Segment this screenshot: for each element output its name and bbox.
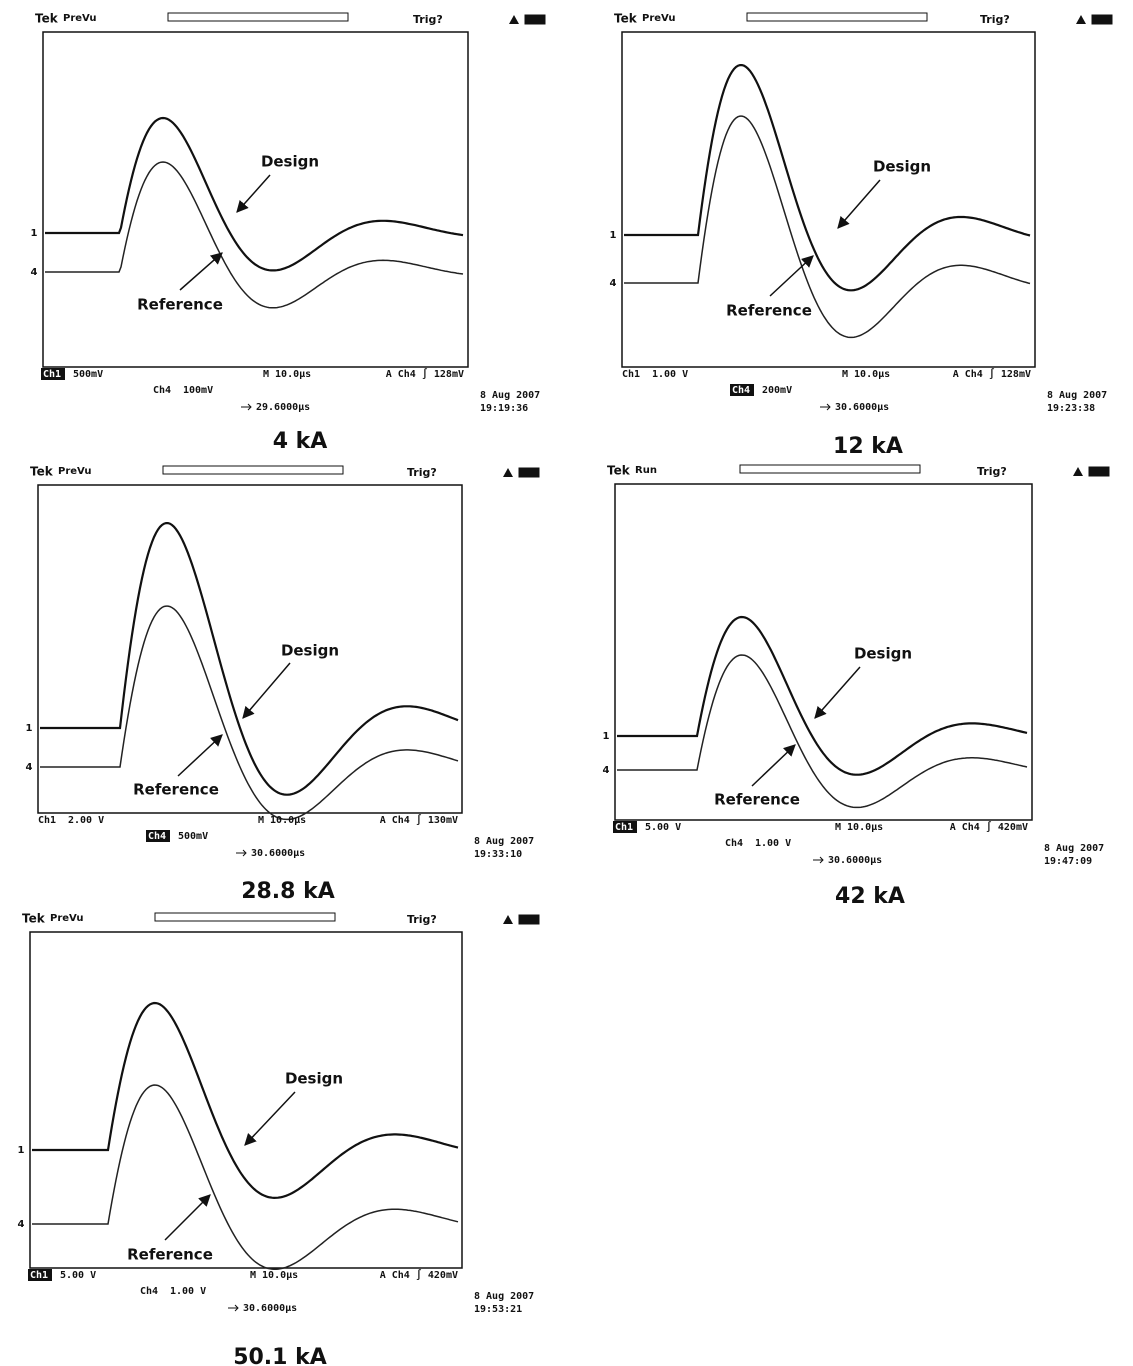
ch4-marker: 4	[603, 765, 610, 776]
brand: Tek	[22, 912, 46, 926]
ch4-label: Ch4	[140, 1286, 158, 1297]
design-label: Design	[285, 1070, 343, 1088]
ch4-label: Ch4	[153, 385, 171, 396]
cursor-readout: 30.6000µs	[251, 848, 305, 859]
date: 8 Aug 2007	[474, 836, 534, 847]
date: 8 Aug 2007	[1044, 843, 1104, 854]
trigger-status: Trig?	[407, 466, 437, 479]
time: 19:33:10	[474, 849, 522, 860]
battery-icon	[1092, 15, 1112, 24]
trigger-setting: A Ch4 ∫ 130mV	[380, 814, 458, 826]
trigger-status: Trig?	[977, 465, 1007, 478]
trigger-setting: A Ch4 ∫ 420mV	[950, 821, 1028, 833]
timebase: M 10.0µs	[250, 1270, 298, 1281]
ch4-marker: 4	[31, 267, 38, 278]
date: 8 Aug 2007	[480, 390, 540, 401]
ch4-scale: 100mV	[183, 385, 213, 396]
ch1-marker: 1	[18, 1145, 25, 1156]
mode: PreVu	[63, 13, 97, 24]
reference-label: Reference	[127, 1246, 213, 1264]
battery-icon	[519, 915, 539, 924]
mode: PreVu	[50, 913, 84, 924]
caption: 50.1 kA	[233, 1345, 327, 1366]
trigger-setting: A Ch4 ∫ 420mV	[380, 1269, 458, 1281]
design-label: Design	[873, 158, 931, 176]
ch1-label: Ch1	[30, 1270, 48, 1281]
battery-icon	[1089, 467, 1109, 476]
reference-label: Reference	[726, 302, 812, 320]
cursor-readout: 30.6000µs	[243, 1303, 297, 1314]
ch1-scale: 5.00 V	[60, 1270, 96, 1281]
ch4-marker: 4	[18, 1219, 25, 1230]
reference-label: Reference	[137, 296, 223, 314]
ch4-scale: 500mV	[178, 831, 208, 842]
scope-screen	[38, 485, 462, 813]
time: 19:53:21	[474, 1304, 522, 1315]
mode: Run	[635, 465, 657, 476]
ch4-scale: 1.00 V	[755, 838, 791, 849]
scope-screen	[30, 932, 462, 1268]
mode: PreVu	[642, 13, 676, 24]
trigger-setting: A Ch4 ∫ 128mV	[386, 368, 464, 380]
ch1-label: Ch1	[615, 822, 633, 833]
ch1-scale: 5.00 V	[645, 822, 681, 833]
ch4-marker: 4	[26, 762, 33, 773]
trigger-status: Trig?	[413, 13, 443, 26]
design-label: Design	[281, 642, 339, 660]
timebase: M 10.0µs	[258, 815, 306, 826]
ch4-label: Ch4	[725, 838, 743, 849]
brand: Tek	[35, 12, 59, 26]
design-label: Design	[854, 645, 912, 663]
ch1-scale: 2.00 V	[68, 815, 104, 826]
design-label: Design	[261, 153, 319, 171]
time: 19:23:38	[1047, 403, 1095, 414]
trigger-status: Trig?	[407, 913, 437, 926]
mode: PreVu	[58, 466, 92, 477]
ch1-label: Ch1	[622, 369, 640, 380]
caption: 12 kA	[833, 434, 903, 459]
ch4-scale: 1.00 V	[170, 1286, 206, 1297]
ch1-marker: 1	[610, 230, 617, 241]
ch1-marker: 1	[603, 731, 610, 742]
ch1-label: Ch1	[38, 815, 56, 826]
brand: Tek	[30, 465, 54, 479]
trigger-setting: A Ch4 ∫ 128mV	[953, 368, 1031, 380]
date: 8 Aug 2007	[474, 1291, 534, 1302]
timebase: M 10.0µs	[263, 369, 311, 380]
trigger-status: Trig?	[980, 13, 1010, 26]
ch4-scale: 200mV	[762, 385, 792, 396]
brand: Tek	[607, 464, 631, 478]
ch1-marker: 1	[26, 723, 33, 734]
battery-icon	[519, 468, 539, 477]
ch4-label: Ch4	[148, 831, 166, 842]
reference-label: Reference	[714, 791, 800, 809]
caption: 4 kA	[273, 429, 328, 454]
ch1-marker: 1	[31, 228, 38, 239]
cursor-readout: 29.6000µs	[256, 402, 310, 413]
ch1-label: Ch1	[43, 369, 61, 380]
battery-icon	[525, 15, 545, 24]
ch4-marker: 4	[610, 278, 617, 289]
ch1-scale: 1.00 V	[652, 369, 688, 380]
timebase: M 10.0µs	[842, 369, 890, 380]
caption: 42 kA	[835, 884, 905, 909]
ch1-scale: 500mV	[73, 369, 103, 380]
cursor-readout: 30.6000µs	[835, 402, 889, 413]
cursor-readout: 30.6000µs	[828, 855, 882, 866]
scope-screen	[622, 32, 1035, 367]
scope-screen	[43, 32, 468, 367]
date: 8 Aug 2007	[1047, 390, 1107, 401]
time: 19:19:36	[480, 403, 528, 414]
time: 19:47:09	[1044, 856, 1092, 867]
brand: Tek	[614, 12, 638, 26]
timebase: M 10.0µs	[835, 822, 883, 833]
figure: Tek PreVu Trig? 1 4 Design Reference Ch1 500mV M …	[0, 0, 1133, 1366]
reference-label: Reference	[133, 781, 219, 799]
caption: 28.8 kA	[241, 879, 335, 904]
ch4-label: Ch4	[732, 385, 750, 396]
